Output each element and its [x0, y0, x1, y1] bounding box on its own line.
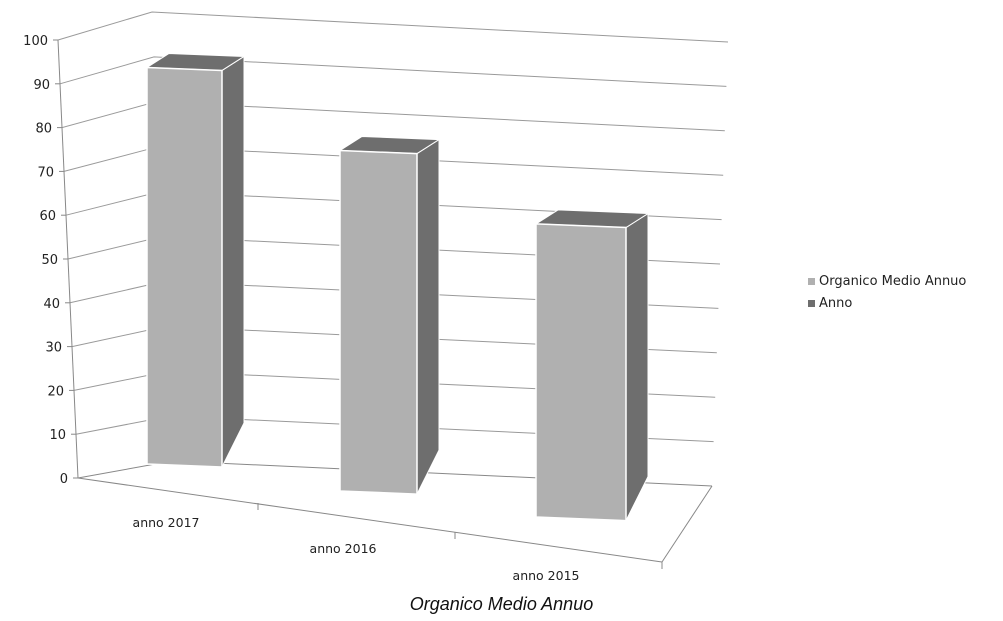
x-axis: [77, 477, 663, 563]
y-tick-label-80: 80: [35, 122, 52, 137]
y-tick-label-0: 0: [60, 472, 68, 487]
legend-swatch-anno: [808, 299, 815, 307]
bar-front-0: [146, 66, 223, 468]
y-tick-label-60: 60: [39, 209, 56, 224]
gridline-100: [57, 11, 729, 43]
x-tick-label-2: anno 2015: [513, 568, 580, 583]
floor-right-edge: [661, 485, 713, 563]
y-tick-label-30: 30: [45, 341, 62, 356]
legend-label-organico: Organico Medio Annuo: [819, 273, 967, 289]
gridline-90: [59, 56, 727, 87]
y-tick-label-40: 40: [43, 297, 60, 312]
y-tick-label-100: 100: [23, 34, 48, 49]
y-tick-label-50: 50: [41, 253, 58, 268]
legend: Organico Medio Annuo Anno: [808, 270, 966, 314]
bar-side-1: [416, 138, 440, 495]
bar-2: [534, 209, 650, 522]
x-tick-label-1: anno 2016: [310, 541, 377, 556]
legend-label-anno: Anno: [819, 295, 853, 311]
legend-item-anno: Anno: [808, 292, 966, 314]
bar-side-0: [221, 55, 245, 468]
y-tick-label-20: 20: [47, 384, 64, 399]
bar-side-2: [625, 212, 649, 521]
y-tick-label-90: 90: [33, 78, 50, 93]
y-tick-label-10: 10: [49, 428, 66, 443]
legend-swatch-organico: [808, 277, 815, 285]
bar-front-2: [535, 223, 627, 522]
labels: 0 10 20 30 40 50 60 70 80 90 100 anno 2017 anno 2016…: [23, 34, 579, 583]
bar-0: [145, 52, 246, 468]
y-tick-label-70: 70: [37, 165, 54, 180]
axes: [53, 39, 713, 569]
bar-1: [338, 136, 441, 495]
y-axis: [57, 39, 79, 479]
legend-item-organico: Organico Medio Annuo: [808, 270, 966, 292]
x-tick-label-0: anno 2017: [133, 515, 200, 530]
chart-caption: Organico Medio Annuo: [409, 594, 594, 614]
bar-front-1: [339, 149, 418, 495]
bars: [145, 52, 650, 522]
